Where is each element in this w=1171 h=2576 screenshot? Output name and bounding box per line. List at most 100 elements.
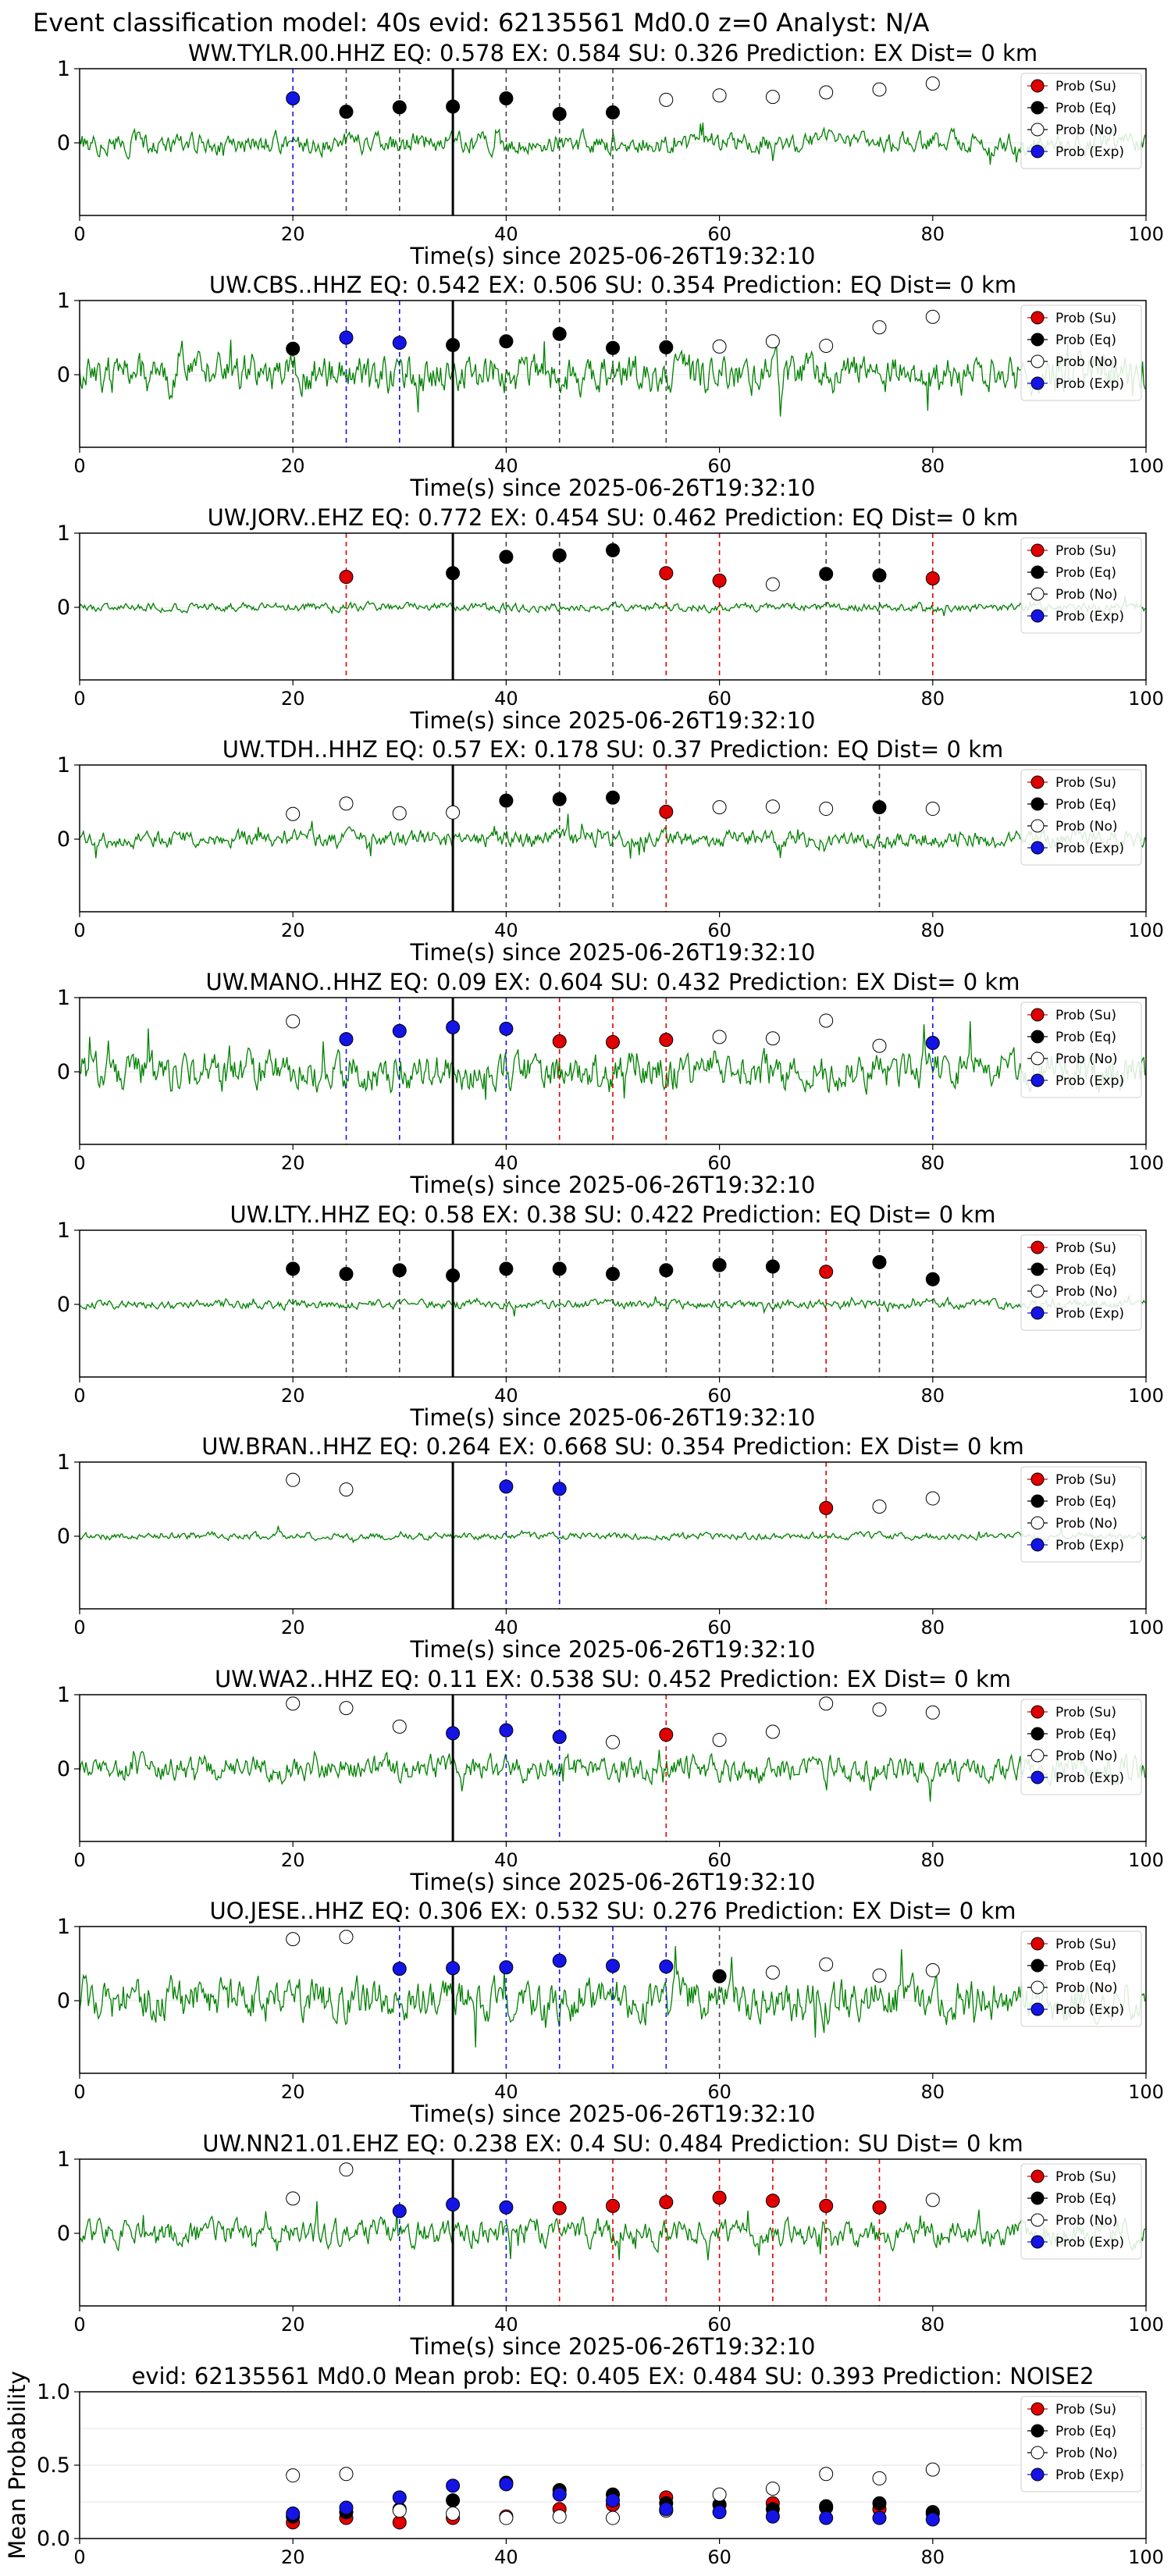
prob-point-eq	[552, 1261, 567, 1276]
prob-point-exp	[499, 1960, 514, 1975]
plot-frame	[79, 1461, 1147, 1610]
panel-title: UW.CBS..HHZ EQ: 0.542 EX: 0.506 SU: 0.35…	[209, 272, 1016, 298]
prob-point-exp	[446, 1961, 461, 1976]
prob-point-no	[925, 1491, 940, 1506]
x-axis-label: Time(s) since 2025-06-26T19:32:10	[410, 475, 816, 501]
x-tick-label: 100	[1128, 1617, 1164, 1638]
prob-point-exp	[392, 336, 407, 350]
x-tick-label: 80	[921, 2314, 945, 2336]
x-tick-label: 60	[707, 1385, 731, 1407]
panel-2: UW.CBS..HHZ EQ: 0.542 EX: 0.506 SU: 0.35…	[57, 272, 1164, 501]
prob-point-no	[819, 1696, 834, 1711]
prob-point-exp	[499, 1021, 514, 1036]
x-axis-label: Time(s) since 2025-06-26T19:32:10	[410, 1869, 816, 1895]
x-axis-label: Time(s) since 2025-06-26T19:32:10	[410, 939, 816, 966]
prob-point-su	[819, 1500, 834, 1515]
x-tick-label: 80	[921, 1152, 945, 1174]
plot-frame	[79, 68, 1147, 216]
prob-point-no	[286, 2191, 301, 2206]
prob-point-eq	[339, 105, 354, 119]
prob-point-no	[872, 82, 887, 97]
x-axis-label: Time(s) since 2025-06-26T19:32:10	[410, 1404, 816, 1431]
legend-label: Prob (Eq)	[1055, 2191, 1116, 2207]
prob-point-eq	[286, 341, 301, 356]
x-tick-label: 60	[707, 2314, 731, 2336]
x-tick-label: 100	[1128, 455, 1164, 477]
legend-label: Prob (Su)	[1055, 543, 1116, 559]
prob-point-no	[606, 1735, 620, 1749]
mean-point-no	[499, 2510, 514, 2525]
legend-marker-su	[1030, 1937, 1045, 1951]
x-tick-label: 20	[281, 2546, 305, 2568]
legend-label: Prob (Eq)	[1055, 1030, 1116, 1045]
prob-point-no	[712, 1030, 727, 1044]
legend-marker-eq	[1030, 1727, 1045, 1741]
prob-point-no	[286, 1696, 301, 1711]
y-tick-label: 1	[57, 57, 70, 81]
prob-point-eq	[499, 334, 514, 349]
prob-point-su	[712, 2190, 727, 2205]
prob-point-eq	[499, 550, 514, 564]
legend-marker-su	[1030, 775, 1045, 789]
legend-label: Prob (No)	[1055, 1284, 1118, 1300]
prob-point-no	[925, 1963, 940, 1978]
x-tick-label: 0	[73, 920, 85, 941]
y-tick-label: 1	[57, 1450, 70, 1475]
y-tick-label: 0.5	[37, 2453, 70, 2478]
prob-point-su	[339, 570, 354, 585]
legend-marker-su	[1030, 543, 1045, 557]
legend-label: Prob (Exp)	[1055, 144, 1124, 160]
legend-label: Prob (Exp)	[1055, 376, 1124, 392]
prob-point-eq	[446, 566, 461, 581]
prob-point-no	[712, 800, 727, 815]
prob-point-eq	[925, 1272, 940, 1286]
legend-marker-su	[1030, 1240, 1045, 1254]
x-tick-label: 100	[1128, 1152, 1164, 1174]
prob-point-exp	[446, 1020, 461, 1034]
prob-point-no	[392, 1719, 407, 1734]
legend-marker-exp	[1030, 376, 1045, 390]
legend-marker-exp	[1030, 1306, 1045, 1320]
prob-point-no	[339, 1930, 354, 1944]
prob-point-exp	[499, 1723, 514, 1738]
legend-marker-exp	[1030, 144, 1045, 158]
prob-point-eq	[552, 326, 567, 341]
x-tick-label: 20	[281, 2081, 305, 2103]
legend-label: Prob (No)	[1055, 1980, 1118, 1996]
prob-point-exp	[552, 1953, 567, 1968]
prob-point-eq	[499, 91, 514, 105]
y-tick-label: 0	[57, 1293, 70, 1317]
x-tick-label: 0	[73, 688, 85, 710]
prob-point-su	[659, 804, 674, 819]
prob-point-exp	[339, 1032, 354, 1047]
prob-point-su	[659, 1727, 674, 1742]
legend-label: Prob (Eq)	[1055, 797, 1116, 813]
plot-frame	[79, 300, 1147, 448]
mean-point-exp	[712, 2505, 727, 2520]
x-tick-label: 0	[73, 1385, 85, 1407]
prob-point-eq	[446, 1268, 461, 1283]
legend-label: Prob (No)	[1055, 2213, 1118, 2229]
prob-point-exp	[339, 330, 354, 345]
legend-label: Prob (Su)	[1055, 1472, 1116, 1488]
prob-point-no	[819, 338, 834, 353]
panel-title: WW.TYLR.00.HHZ EQ: 0.578 EX: 0.584 SU: 0…	[188, 40, 1038, 66]
prob-point-no	[819, 802, 834, 817]
x-tick-label: 20	[281, 223, 305, 245]
legend-label: Prob (Exp)	[1055, 2235, 1124, 2250]
legend-marker-eq	[1030, 1262, 1045, 1276]
plot-frame	[79, 1694, 1147, 1842]
legend-label: Prob (Exp)	[1055, 1538, 1124, 1553]
mean-point-exp	[606, 2493, 620, 2508]
x-axis-label: Time(s) since 2025-06-26T19:32:10	[410, 243, 816, 269]
prob-point-eq	[872, 1254, 887, 1269]
legend-label: Prob (Eq)	[1055, 1727, 1116, 1742]
legend-label: Prob (Exp)	[1055, 609, 1124, 624]
y-tick-label: 0	[57, 363, 70, 387]
prob-point-su	[552, 1034, 567, 1049]
prob-point-no	[286, 1014, 301, 1029]
waveform-trace	[79, 1525, 1146, 1544]
x-axis-label: Time(s) since 2025-06-26T19:32:10	[410, 2101, 816, 2127]
y-tick-label: 1	[57, 2147, 70, 2172]
prob-point-exp	[392, 2204, 407, 2218]
